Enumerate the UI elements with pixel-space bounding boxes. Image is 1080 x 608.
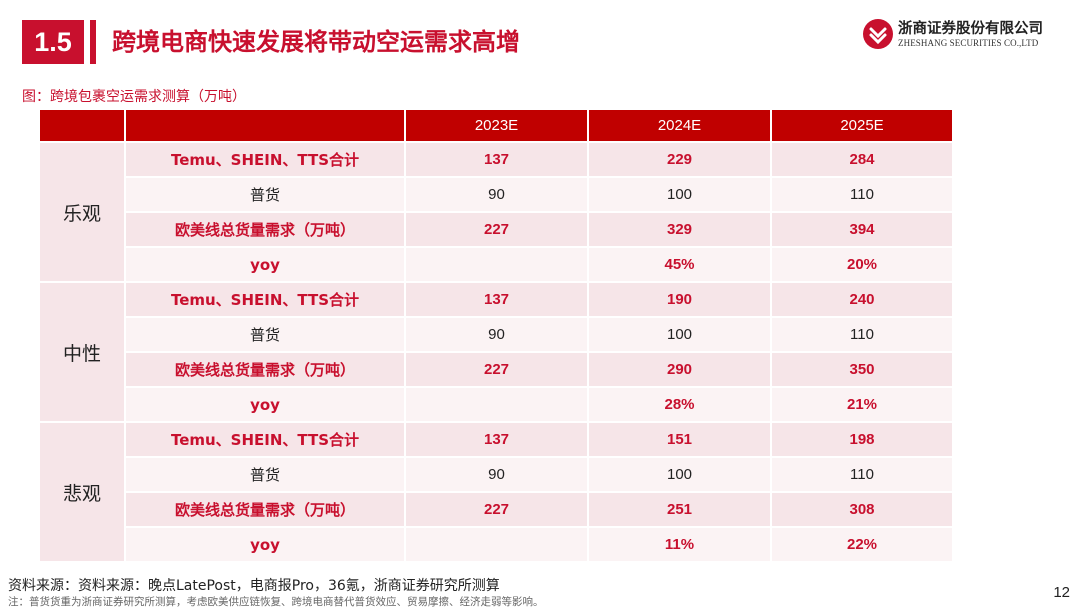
- cell-2025e: 110: [770, 456, 954, 493]
- figure-caption: 图：跨境包裹空运需求测算（万吨）: [22, 89, 246, 105]
- logo-name-en: ZHESHANG SECURITIES CO.,LTD: [898, 38, 1039, 48]
- row-label: 普货: [124, 316, 406, 353]
- cell-2023e: 90: [404, 316, 589, 353]
- cell-2025e: 198: [770, 421, 954, 458]
- cell-2023e: [404, 386, 589, 423]
- table-row: 乐观 Temu、SHEIN、TTS合计 137 229 284: [38, 141, 954, 283]
- header-cell-2025e: 2025E: [770, 108, 954, 143]
- cell-2025e: 110: [770, 316, 954, 353]
- scenario-label-neutral: 中性: [38, 281, 126, 423]
- table-row: 欧美线总货量需求（万吨） 227 251 308: [39, 491, 954, 528]
- table-row: 普货 90 100 110: [39, 176, 954, 213]
- air-freight-demand-table: 2023E 2024E 2025E 乐观 Temu、SHEIN、TTS合计 13…: [38, 108, 954, 563]
- source-text: 资料来源：资料来源：晚点LatePost，电商报Pro，36氪，浙商证券研究所测…: [8, 578, 500, 594]
- cell-2023e: [404, 246, 589, 283]
- cell-2024e: 151: [587, 421, 772, 458]
- row-label: yoy: [124, 386, 406, 423]
- zheshang-logo-icon: [863, 19, 893, 49]
- cell-2024e: 11%: [587, 526, 772, 563]
- header-cell-2023e: 2023E: [404, 108, 589, 143]
- row-label: Temu、SHEIN、TTS合计: [124, 421, 406, 458]
- row-label: yoy: [124, 246, 406, 283]
- cell-2024e: 100: [587, 316, 772, 353]
- cell-2025e: 240: [770, 281, 954, 318]
- row-label: yoy: [124, 526, 406, 563]
- page-number: 12: [1053, 584, 1070, 601]
- row-label: 欧美线总货量需求（万吨）: [124, 211, 406, 248]
- cell-2024e: 100: [587, 176, 772, 213]
- row-label: Temu、SHEIN、TTS合计: [124, 141, 406, 178]
- table-row: 欧美线总货量需求（万吨） 227 290 350: [39, 351, 954, 388]
- cell-2024e: 329: [587, 211, 772, 248]
- header-cell-item: [124, 108, 406, 143]
- row-label: 欧美线总货量需求（万吨）: [124, 351, 406, 388]
- cell-2023e: 227: [404, 351, 589, 388]
- company-logo: 浙商证券股份有限公司 ZHESHANG SECURITIES CO.,LTD: [862, 16, 1062, 56]
- cell-2023e: 90: [404, 176, 589, 213]
- table-row: 悲观 Temu、SHEIN、TTS合计 137 151 198: [38, 421, 954, 563]
- cell-2023e: 90: [404, 456, 589, 493]
- row-label: 欧美线总货量需求（万吨）: [124, 491, 406, 528]
- cell-2024e: 100: [587, 456, 772, 493]
- table-header-row: 2023E 2024E 2025E: [38, 108, 954, 143]
- cell-2024e: 28%: [587, 386, 772, 423]
- table-row: 普货 90 100 110: [39, 456, 954, 493]
- cell-2025e: 350: [770, 351, 954, 388]
- scenario-label-optimistic: 乐观: [38, 141, 126, 283]
- table-row: yoy 11% 22%: [39, 526, 954, 563]
- section-badge: 1.5: [22, 20, 84, 64]
- cell-2024e: 290: [587, 351, 772, 388]
- footnote-text: 注：普货货重为浙商证券研究所测算，考虑欧美供应链恢复、跨境电商替代普货效应、贸易…: [8, 596, 544, 608]
- logo-name-cn: 浙商证券股份有限公司: [898, 21, 1043, 37]
- cell-2024e: 229: [587, 141, 772, 178]
- cell-2024e: 251: [587, 491, 772, 528]
- row-label: 普货: [124, 176, 406, 213]
- header-cell-2024e: 2024E: [587, 108, 772, 143]
- cell-2023e: 137: [404, 141, 589, 178]
- row-label: Temu、SHEIN、TTS合计: [124, 281, 406, 318]
- table-row: 欧美线总货量需求（万吨） 227 329 394: [39, 211, 954, 248]
- cell-2025e: 308: [770, 491, 954, 528]
- cell-2024e: 45%: [587, 246, 772, 283]
- cell-2023e: 137: [404, 281, 589, 318]
- table-row: 中性 Temu、SHEIN、TTS合计 137 190 240: [38, 281, 954, 423]
- header-cell-scenario: [38, 108, 126, 143]
- cell-2025e: 284: [770, 141, 954, 178]
- cell-2025e: 21%: [770, 386, 954, 423]
- table-row: yoy 45% 20%: [39, 246, 954, 283]
- page-title: 跨境电商快速发展将带动空运需求高增: [112, 28, 520, 56]
- cell-2023e: 227: [404, 491, 589, 528]
- cell-2025e: 22%: [770, 526, 954, 563]
- table-row: yoy 28% 21%: [39, 386, 954, 423]
- row-label: 普货: [124, 456, 406, 493]
- cell-2025e: 20%: [770, 246, 954, 283]
- cell-2023e: 227: [404, 211, 589, 248]
- cell-2024e: 190: [587, 281, 772, 318]
- cell-2023e: [404, 526, 589, 563]
- cell-2023e: 137: [404, 421, 589, 458]
- cell-2025e: 110: [770, 176, 954, 213]
- title-accent-bar: [90, 20, 96, 64]
- scenario-label-pessimistic: 悲观: [38, 421, 126, 563]
- cell-2025e: 394: [770, 211, 954, 248]
- table-row: 普货 90 100 110: [39, 316, 954, 353]
